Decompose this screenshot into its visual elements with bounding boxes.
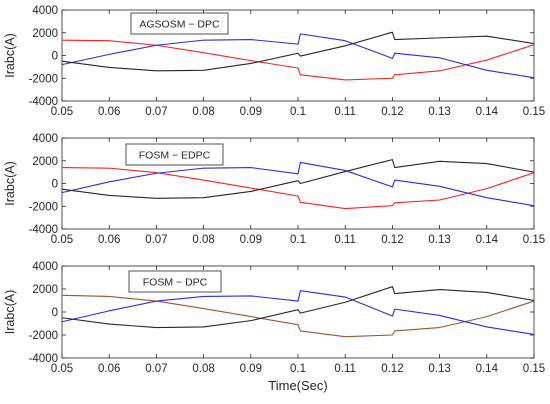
annotation-box	[128, 270, 222, 293]
series-line-1	[61, 167, 535, 210]
x-tick-label: 0.12	[381, 106, 403, 118]
y-tick-label: 2000	[32, 28, 58, 40]
y-tick-label: 4000	[32, 261, 58, 273]
y-tick-label: 4000	[32, 133, 58, 145]
x-tick-label: 0.08	[192, 363, 214, 375]
x-tick-label: 0.09	[240, 234, 262, 246]
x-tick-label: 0.08	[192, 106, 214, 118]
annotation-label: AGSOSM − DPC	[139, 19, 220, 31]
series-line-3	[61, 31, 535, 72]
y-tick-label: 0	[52, 179, 58, 191]
annotation-label: FOSM − DPC	[143, 277, 208, 289]
series-line-3	[61, 159, 535, 199]
x-tick-label: 0.14	[476, 234, 499, 246]
y-axis-label: Irabc(A)	[3, 161, 17, 205]
x-tick-label: 0.11	[334, 106, 356, 118]
x-tick-label: 0.09	[240, 363, 262, 375]
chart-panel-1: 0.05 0.06 0.07 0.08 0.09 0.1 0.11 0.12 0.13 0.14 0…	[3, 5, 545, 118]
y-tick-label: -2000	[29, 73, 58, 85]
series-line-2	[61, 33, 535, 79]
chart-panel-2: 0.05 0.06 0.07 0.08 0.09 0.1 0.11 0.12 0.13 0.14 0…	[3, 133, 545, 246]
x-tick-label: 0.15	[523, 106, 545, 118]
y-tick-label: 0	[52, 51, 58, 63]
x-tick-label: 0.1	[290, 234, 306, 246]
y-tick-label: -4000	[29, 353, 58, 365]
x-tick-label: 0.14	[476, 363, 499, 375]
y-tick-label: 2000	[32, 156, 58, 168]
x-tick-label: 0.13	[428, 234, 450, 246]
x-tick-label: 0.1	[290, 363, 306, 375]
x-tick-label: 0.06	[98, 363, 120, 375]
x-tick-label: 0.13	[428, 363, 450, 375]
y-tick-label: -2000	[29, 330, 58, 342]
x-tick-label: 0.06	[98, 106, 120, 118]
x-axis-label: Time(Sec)	[268, 378, 327, 393]
y-axis-label: Irabc(A)	[3, 33, 17, 77]
y-tick-label: -4000	[29, 96, 58, 108]
x-tick-label: 0.12	[381, 363, 403, 375]
y-tick-label: -4000	[29, 224, 58, 236]
x-tick-label: 0.07	[145, 106, 167, 118]
series-line-3	[61, 286, 535, 329]
x-tick-label: 0.11	[334, 363, 356, 375]
series-line-2	[61, 290, 535, 335]
annotation-box	[125, 143, 224, 166]
x-tick-label: 0.1	[290, 106, 306, 118]
x-tick-label: 0.14	[476, 106, 499, 118]
x-tick-label: 0.05	[51, 106, 73, 118]
x-tick-label: 0.15	[523, 363, 545, 375]
y-tick-label: 0	[52, 307, 58, 319]
x-tick-label: 0.15	[523, 234, 545, 246]
y-axis-label: Irabc(A)	[3, 290, 17, 334]
x-tick-label: 0.05	[51, 234, 73, 246]
x-tick-label: 0.05	[51, 363, 73, 375]
y-tick-label: 4000	[32, 5, 58, 17]
x-tick-label: 0.11	[334, 234, 356, 246]
x-tick-label: 0.08	[192, 234, 214, 246]
x-tick-label: 0.06	[98, 234, 120, 246]
chart-panel-3: 0.05 0.06 0.07 0.08 0.09 0.1 0.11 0.12 0.13 0.14 0…	[3, 261, 545, 393]
series-line-2	[61, 161, 535, 207]
x-tick-label: 0.07	[145, 234, 167, 246]
x-tick-label: 0.13	[428, 106, 450, 118]
y-tick-label: -2000	[29, 201, 58, 213]
x-tick-label: 0.09	[240, 106, 262, 118]
annotation-label: FOSM − EDPC	[139, 150, 211, 162]
annotation-box	[130, 12, 229, 35]
x-tick-label: 0.07	[145, 363, 167, 375]
x-tick-label: 0.12	[381, 234, 403, 246]
y-tick-label: 2000	[32, 284, 58, 296]
